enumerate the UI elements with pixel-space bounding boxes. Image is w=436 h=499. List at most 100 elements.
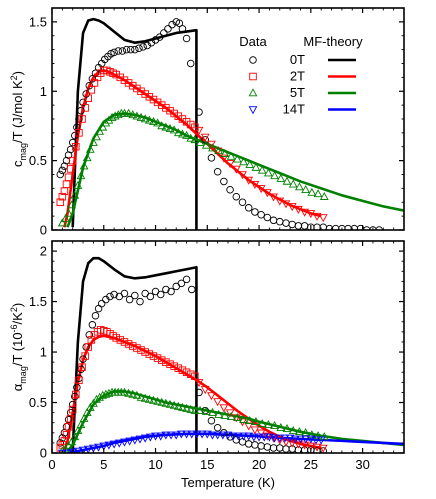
data-point-14T: [213, 431, 223, 440]
data-point-14T: [316, 436, 326, 445]
data-point-2T: [72, 142, 80, 151]
data-point-5T: [67, 437, 77, 446]
data-point-0T: [56, 170, 65, 179]
data-point-5T: [169, 400, 179, 409]
data-point-14T: [239, 432, 248, 441]
data-point-2T: [78, 363, 86, 371]
y-tick-label: 0: [40, 446, 47, 461]
data-point-14T: [259, 433, 269, 442]
data-point-2T-down: [207, 392, 216, 401]
data-point-2T-down: [294, 440, 303, 449]
data-point-5T: [73, 180, 83, 189]
data-point-14T: [296, 435, 305, 444]
data-point-2T-down: [219, 404, 229, 413]
data-point-0T: [207, 416, 216, 425]
data-point-14T: [63, 449, 72, 453]
data-point-14T: [89, 444, 98, 453]
data-point-5T: [190, 135, 200, 144]
data-point-5T: [104, 388, 114, 397]
y-axis-title-close: /K: [10, 312, 25, 325]
data-point-2T: [133, 84, 141, 93]
data-point-5T: [73, 426, 83, 435]
plot-area: [56, 17, 404, 230]
data-point-0T: [122, 45, 131, 54]
data-point-0T: [68, 400, 77, 409]
data-point-2T: [145, 93, 154, 101]
data-point-2T-down: [200, 386, 210, 395]
data-point-5T: [161, 398, 171, 407]
data-point-5T: [165, 123, 175, 132]
data-point-0T: [79, 98, 87, 107]
data-point-5T: [169, 125, 179, 134]
data-point-5T: [288, 179, 298, 188]
data-point-0T: [213, 167, 222, 176]
legend-label-0T: 0T: [290, 52, 305, 67]
data-point-5T: [113, 110, 123, 119]
y-axis-title-sub: mag: [18, 366, 28, 384]
data-point-0T: [135, 44, 143, 52]
data-point-0T: [85, 81, 94, 90]
data-point-2T: [64, 423, 73, 431]
data-point-2T: [186, 120, 195, 129]
data-point-5T: [76, 171, 86, 180]
data-point-2T: [72, 390, 80, 399]
data-point-5T: [85, 402, 95, 411]
data-point-0T: [110, 290, 118, 299]
data-point-2T: [178, 366, 187, 374]
data-point-5T: [95, 392, 105, 401]
data-point-5T: [173, 401, 183, 410]
data-point-0T: [182, 34, 191, 43]
data-point-2T: [120, 338, 129, 346]
data-point-0T: [126, 45, 135, 54]
data-point-0T: [195, 388, 203, 397]
data-point-2T-down: [281, 200, 291, 209]
data-point-2T: [145, 350, 154, 358]
data-point-0T: [195, 108, 203, 116]
data-point-5T: [208, 143, 217, 152]
data-point-2T-down: [275, 197, 285, 206]
data-point-14T: [120, 438, 129, 447]
data-point-14T: [171, 431, 181, 440]
data-point-0T: [251, 441, 259, 449]
data-point-0T: [178, 25, 187, 33]
data-point-2T-down: [312, 443, 322, 452]
data-point-5T: [208, 407, 217, 416]
data-point-0T: [282, 445, 290, 453]
data-point-2T-down: [256, 429, 266, 438]
data-point-0T: [319, 447, 327, 453]
data-point-2T-down: [269, 193, 278, 202]
data-point-2T-down: [194, 379, 204, 388]
data-point-2T: [62, 431, 71, 439]
y-tick-label: 1.5: [29, 14, 47, 29]
data-point-5T: [124, 108, 134, 117]
legend-marker-5T: [248, 88, 258, 97]
data-point-0T: [71, 392, 79, 401]
data-point-14T: [249, 433, 259, 442]
data-point-0T: [73, 383, 81, 392]
data-point-5T: [70, 190, 80, 199]
data-point-2T-down: [294, 205, 303, 214]
theory-line-2T: [63, 334, 322, 452]
data-point-0T: [155, 33, 164, 41]
data-point-0T: [156, 290, 165, 299]
data-point-5T: [214, 146, 224, 155]
data-point-0T: [85, 331, 94, 339]
data-point-2T: [178, 115, 187, 123]
data-point-5T: [149, 117, 158, 126]
data-point-0T: [64, 415, 73, 424]
data-point-2T: [84, 343, 92, 351]
data-point-5T: [124, 388, 134, 397]
data-point-5T: [70, 432, 80, 441]
data-point-2T-down: [262, 189, 272, 198]
data-point-0T: [213, 424, 222, 432]
data-point-5T: [136, 392, 146, 401]
data-point-2T: [162, 358, 170, 366]
data-point-14T: [290, 435, 300, 444]
data-point-5T: [132, 390, 142, 399]
data-point-2T: [153, 354, 162, 362]
data-point-2T: [62, 180, 71, 188]
data-point-5T: [165, 399, 175, 408]
data-point-0T: [143, 41, 151, 50]
data-series-14T: [57, 430, 326, 453]
data-point-14T: [197, 430, 207, 439]
